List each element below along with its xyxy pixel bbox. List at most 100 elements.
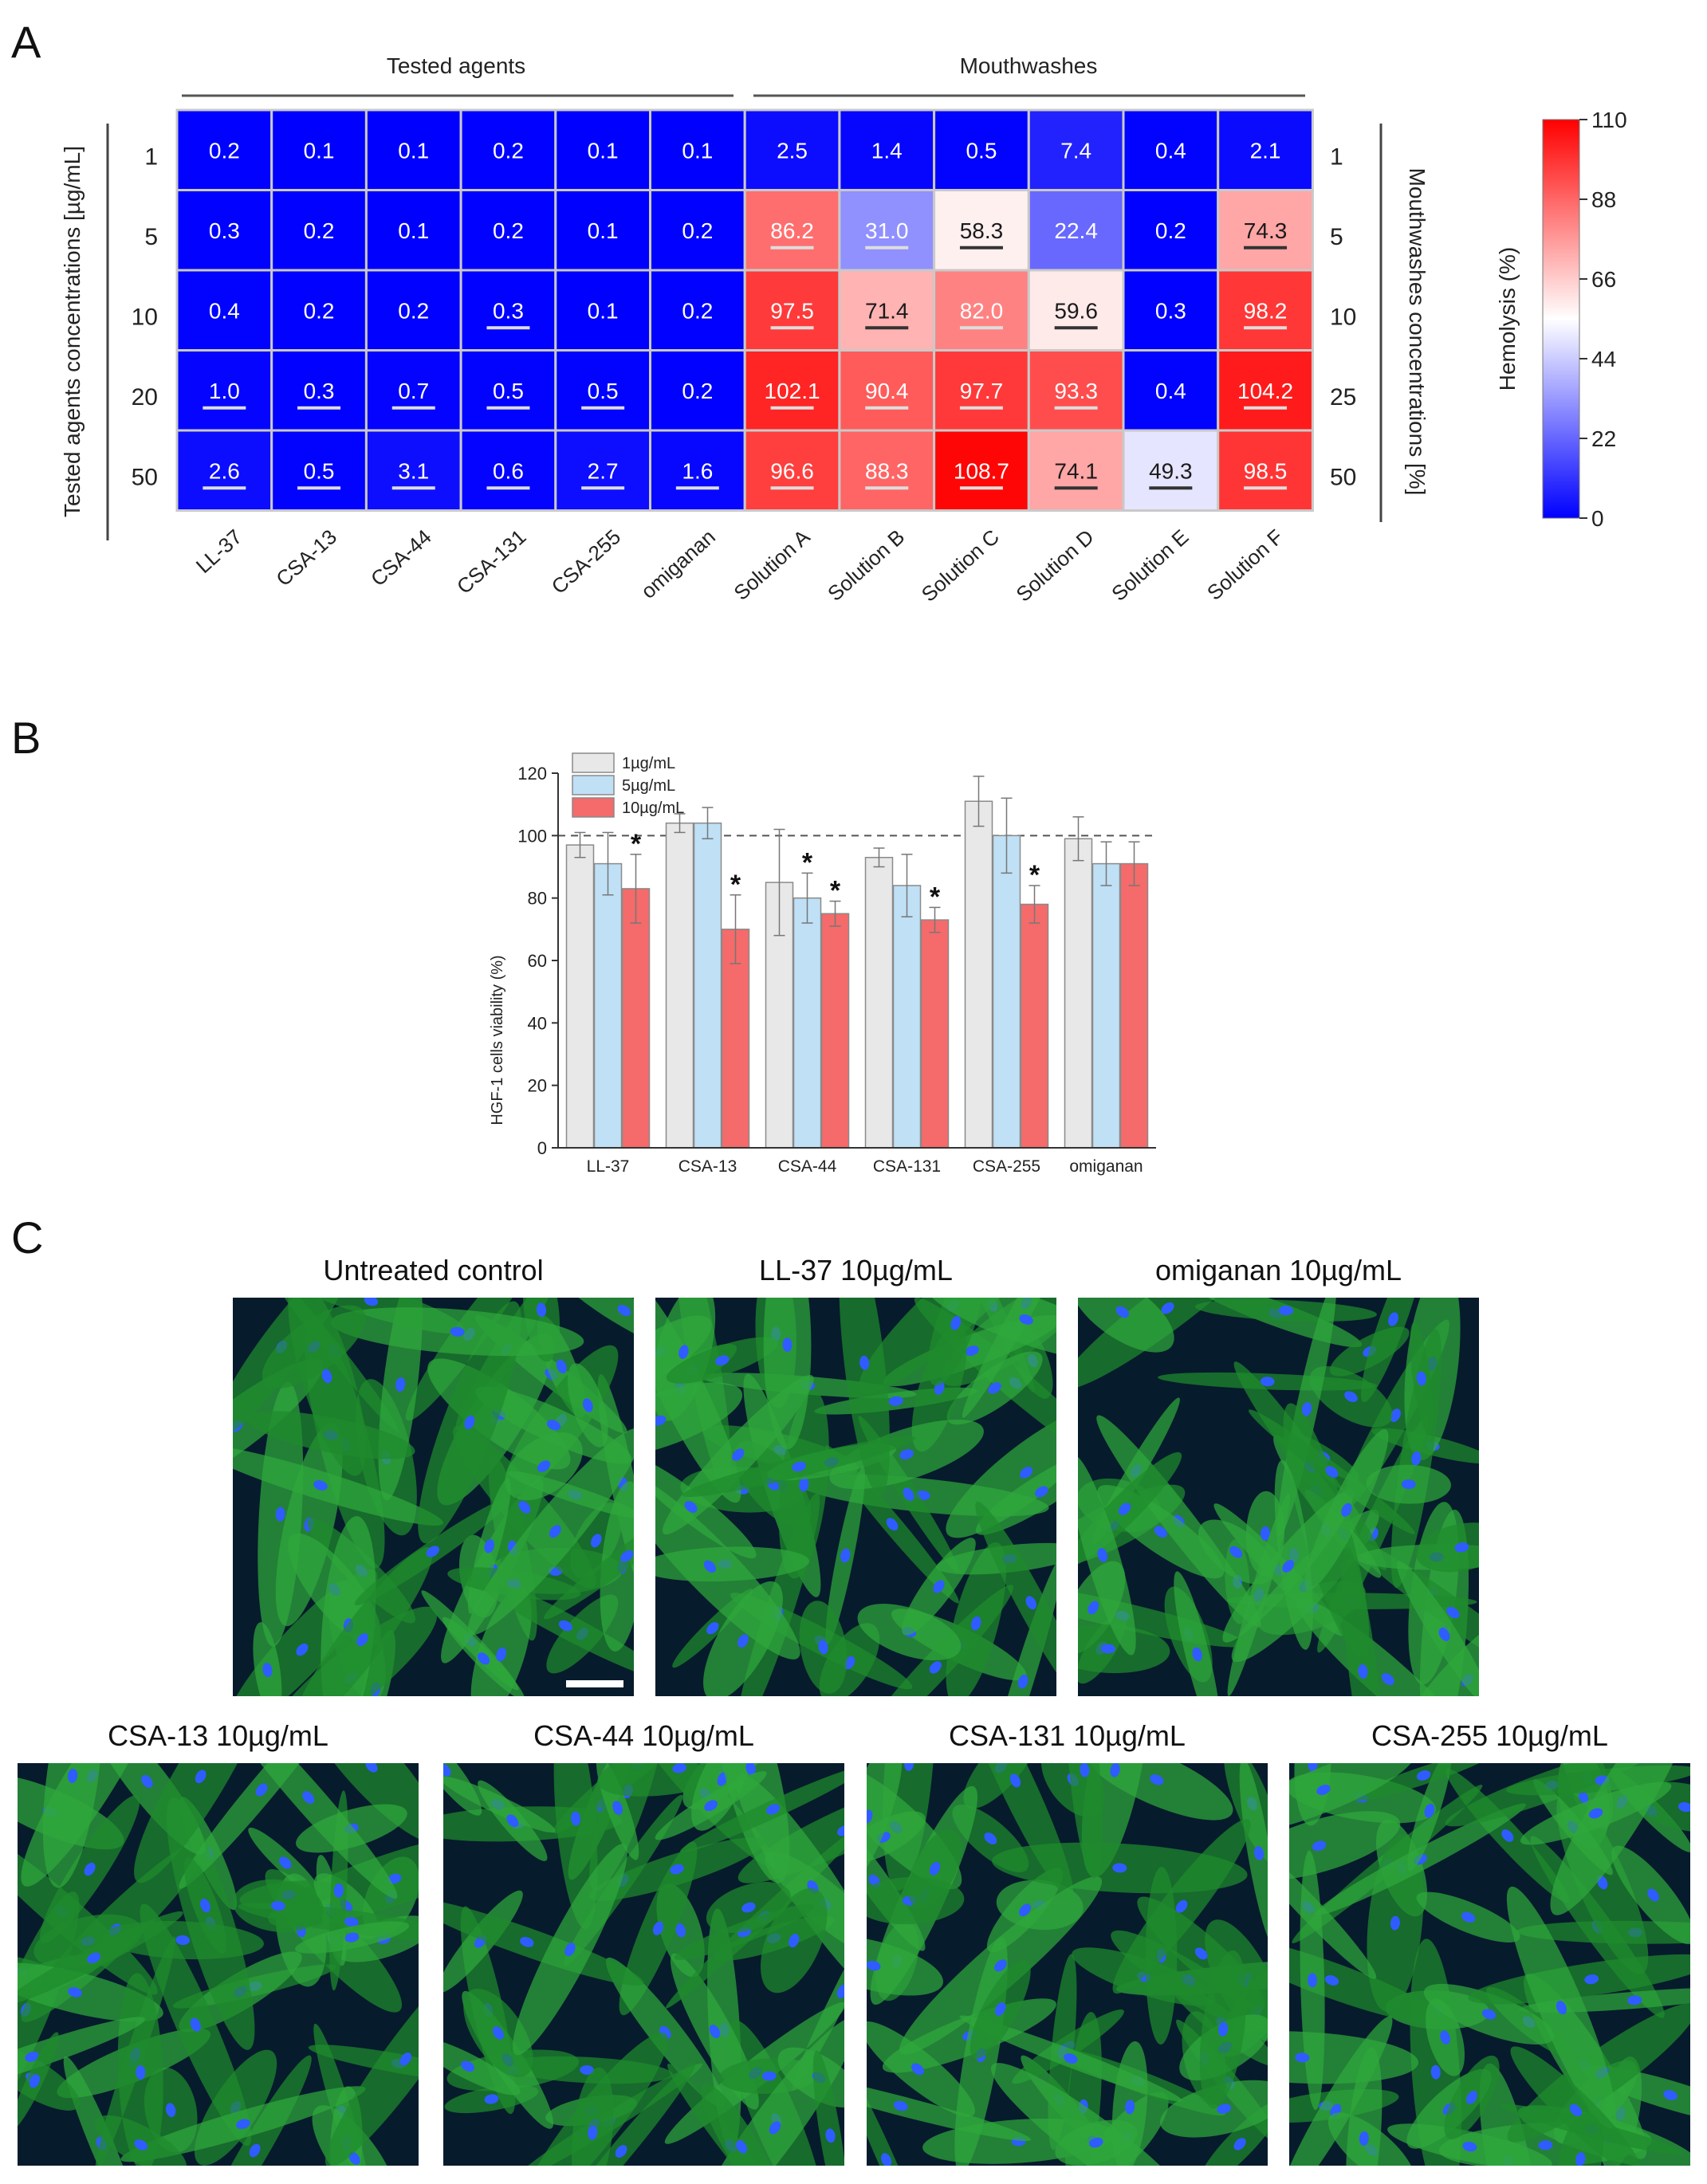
heatmap-cell-value: 98.5 <box>1244 458 1288 483</box>
legend-swatch <box>572 752 615 773</box>
colorbar-title: Hemolysis (%) <box>1495 247 1520 391</box>
micrograph-title: omiganan 10µg/mL <box>1155 1254 1402 1286</box>
cell-nucleus <box>1466 2091 1477 2104</box>
micrograph-cells <box>443 1763 844 2166</box>
cell-nucleus <box>175 1935 191 1946</box>
cell-nucleus <box>970 1616 981 1631</box>
cell-nucleus <box>1035 1486 1048 1498</box>
heatmap-right-axis-title: Mouthwashes concentrations [%] <box>1405 168 1430 496</box>
hemolysis-heatmap: Tested agents Mouthwashes 0.2 0.1 0.1 0.2 0.… <box>60 53 1627 607</box>
cell-nucleus <box>984 1832 997 1844</box>
cell-nucleus <box>988 1382 1001 1394</box>
y-tick-label: 100 <box>517 826 547 846</box>
cell-nucleus <box>1454 1542 1469 1553</box>
heatmap-column-label: LL-37 <box>191 524 246 578</box>
cell-nucleus <box>399 2052 412 2066</box>
heatmap-row-label-right: 1 <box>1330 143 1343 170</box>
micrograph-title: CSA-44 10µg/mL <box>533 1719 754 1752</box>
heatmap-cell <box>933 429 1030 512</box>
cell-nucleus <box>1325 1466 1339 1478</box>
cell-nucleus <box>1089 2137 1103 2148</box>
heatmap-cell-value: 0.1 <box>304 138 335 163</box>
cell-nucleus <box>715 1355 730 1366</box>
heatmap-cell-value: 0.1 <box>682 138 713 163</box>
cell-nucleus <box>141 1774 153 1788</box>
heatmap-cell-value: 0.1 <box>588 218 619 243</box>
cell-nucleus <box>929 1861 941 1876</box>
cell-nucleus <box>994 1959 1007 1972</box>
heatmap-cell-value: 86.2 <box>770 218 814 243</box>
cell-nucleus <box>994 2002 1006 2016</box>
cell-nucleus <box>190 2017 201 2032</box>
cell-nucleus <box>670 1864 684 1875</box>
cell-nucleus <box>1019 1314 1033 1325</box>
cell-nucleus <box>837 1825 844 1836</box>
heatmap-column-label: CSA-131 <box>452 524 530 599</box>
cell-nucleus <box>1569 2103 1583 2117</box>
heatmap-cell-value: 0.6 <box>493 458 524 483</box>
cell-nucleus <box>1390 1408 1401 1423</box>
cell-nucleus <box>684 1501 698 1513</box>
heatmap-cell <box>364 189 462 272</box>
heatmap-cell-value: 1.6 <box>682 458 713 483</box>
cell-nucleus <box>1115 1306 1130 1318</box>
heatmap-cell-value: 49.3 <box>1149 458 1193 483</box>
cell-nucleus <box>1438 1628 1450 1641</box>
cell-nucleus <box>745 1763 756 1776</box>
cell-nucleus <box>1233 2138 1246 2151</box>
heatmap-cell-value: 90.4 <box>865 379 909 403</box>
cell-nucleus <box>364 1298 379 1306</box>
viability-bar-chart: * * * * * * LL-37 CSA-13 CSA-44 CSA-131 CSA-255 om… <box>489 752 1156 1176</box>
heatmap-cell-value: 59.6 <box>1054 298 1098 323</box>
heatmap-column-label: Solution D <box>1011 524 1098 607</box>
significance-asterisk: * <box>730 870 741 900</box>
cell-nucleus <box>506 1814 519 1828</box>
cell-nucleus <box>612 1801 623 1815</box>
cell-nucleus <box>580 2065 595 2076</box>
cell-nucleus <box>1446 1606 1460 1619</box>
y-tick-label: 0 <box>537 1138 547 1158</box>
cell-nucleus <box>1416 1770 1431 1781</box>
cell-nucleus <box>296 1643 309 1656</box>
cell-nucleus <box>249 2143 261 2158</box>
cell-nucleus <box>1627 1995 1642 2005</box>
heatmap-cell <box>459 429 557 512</box>
legend-label: 10µg/mL <box>622 799 684 817</box>
bar <box>820 913 850 1149</box>
cell-nucleus <box>1430 2064 1441 2080</box>
heatmap-cell <box>1217 108 1314 191</box>
cell-nucleus <box>1663 2090 1678 2100</box>
cell-nucleus <box>443 1763 451 1777</box>
micrograph-grid: Untreated control LL-37 10µg/mL omiganan 1… <box>18 1254 1690 2166</box>
cell-nucleus <box>741 1902 756 1913</box>
cell-nucleus <box>1229 1546 1243 1558</box>
heatmap-cell-value: 0.4 <box>1155 379 1186 403</box>
colorbar-tick-label: 66 <box>1591 267 1616 292</box>
cell-nucleus <box>1401 1479 1416 1490</box>
cell-nucleus <box>395 1377 406 1392</box>
cell-nucleus <box>709 2025 721 2039</box>
cell-nucleus <box>1440 2030 1450 2045</box>
heatmap-cell-value: 0.5 <box>493 379 524 403</box>
heatmap-cell-value: 2.6 <box>209 458 240 483</box>
cell-nucleus <box>1150 1774 1164 1785</box>
cell-nucleus <box>950 1316 962 1330</box>
micrograph-panel: omiganan 10µg/mL <box>1078 1254 1479 1696</box>
cell-nucleus <box>546 1420 560 1431</box>
cell-nucleus <box>617 1305 631 1316</box>
heatmap-cell <box>838 349 936 432</box>
scale-bar <box>566 1680 623 1687</box>
cell-nucleus <box>1025 1596 1037 1610</box>
heatmap-cell <box>649 269 746 352</box>
cell-nucleus <box>582 1398 593 1412</box>
cell-nucleus <box>840 1548 851 1563</box>
cell-nucleus <box>25 2052 39 2062</box>
cell-nucleus <box>1088 1601 1099 1615</box>
heatmap-cell-value: 1.4 <box>871 138 903 163</box>
cell-nucleus <box>1217 2022 1229 2037</box>
bar <box>665 822 694 1149</box>
heatmap-cell <box>1122 429 1220 512</box>
colorbar-tick-label: 22 <box>1591 426 1616 451</box>
heatmap-column-label: CSA-255 <box>547 524 625 599</box>
cell-nucleus <box>1112 1863 1127 1873</box>
